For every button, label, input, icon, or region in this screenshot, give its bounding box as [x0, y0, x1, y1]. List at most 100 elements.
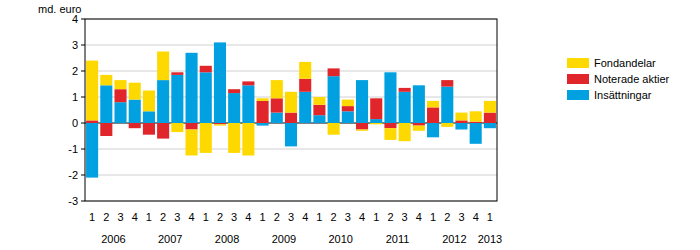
bar	[114, 102, 126, 123]
bar	[413, 126, 425, 131]
legend-swatch	[567, 74, 589, 84]
bar	[299, 92, 311, 123]
bar	[384, 123, 396, 128]
y-tick	[81, 71, 85, 72]
bar	[186, 53, 198, 123]
bar	[285, 113, 297, 123]
legend-label: Fondandelar	[594, 57, 656, 69]
bar	[384, 128, 396, 140]
bar	[484, 113, 496, 123]
bar	[143, 91, 155, 112]
y-tick-label: -1	[68, 143, 78, 155]
bar	[257, 101, 269, 123]
x-tick-label: 4	[359, 211, 365, 223]
x-group-label: 2011	[386, 233, 410, 245]
bar	[200, 66, 212, 73]
bar	[214, 123, 226, 124]
x-group-label: 2006	[101, 233, 125, 245]
bar	[328, 68, 340, 76]
bar	[242, 123, 254, 156]
x-tick-label: 2	[331, 211, 337, 223]
y-axis-label: md. euro	[38, 3, 81, 15]
bar	[171, 75, 183, 123]
x-tick-label: 4	[188, 211, 194, 223]
legend-label: Insättningar	[594, 89, 652, 101]
x-tick-label: 1	[487, 211, 493, 223]
x-tick-label: 4	[473, 211, 479, 223]
y-tick	[81, 45, 85, 46]
bar	[441, 80, 453, 87]
x-tick-label: 1	[203, 211, 209, 223]
x-tick-label: 3	[345, 211, 351, 223]
bar	[271, 98, 283, 112]
legend-swatch	[567, 90, 589, 100]
bar	[427, 107, 439, 123]
bar	[100, 75, 112, 85]
x-group-label: 2008	[215, 233, 239, 245]
x-tick-label: 4	[132, 211, 138, 223]
grid-line	[85, 149, 497, 150]
bar	[399, 92, 411, 123]
x-tick-label: 2	[217, 211, 223, 223]
bar	[214, 124, 226, 125]
y-tick-label: 3	[72, 39, 78, 51]
y-tick	[81, 97, 85, 98]
bar	[257, 98, 269, 101]
bar	[413, 123, 425, 126]
y-tick-label: 2	[72, 65, 78, 77]
bar	[342, 100, 354, 107]
y-tick	[81, 175, 85, 176]
grid-line	[85, 71, 497, 72]
bar	[228, 89, 240, 93]
bar	[129, 100, 141, 123]
y-tick-label: 0	[72, 117, 78, 129]
y-tick	[81, 19, 85, 20]
x-group-label: 2007	[158, 233, 182, 245]
y-tick	[81, 123, 85, 124]
bar	[313, 97, 325, 105]
y-tick	[81, 201, 85, 202]
x-tick-label: 1	[89, 211, 95, 223]
bar	[299, 79, 311, 92]
x-group-label: 2010	[328, 233, 352, 245]
grid-line	[85, 45, 497, 46]
bar	[370, 123, 382, 124]
chart: -3-2-10123412341234123412341234123412341…	[0, 0, 700, 250]
bar	[455, 113, 467, 121]
bar	[86, 120, 98, 123]
x-tick-label: 1	[373, 211, 379, 223]
bar	[114, 80, 126, 89]
bar	[455, 123, 467, 130]
bar	[242, 85, 254, 123]
bar	[328, 123, 340, 135]
bar	[171, 72, 183, 75]
bar	[313, 115, 325, 123]
bar	[427, 101, 439, 108]
bar	[342, 111, 354, 123]
bar	[129, 123, 141, 128]
bar	[328, 76, 340, 123]
x-tick-label: 3	[117, 211, 123, 223]
bar	[157, 123, 169, 139]
bar	[171, 123, 183, 132]
bar	[356, 130, 368, 131]
x-tick-label: 1	[146, 211, 152, 223]
bar	[370, 98, 382, 119]
bar	[342, 106, 354, 111]
bar	[157, 80, 169, 123]
bar	[413, 85, 425, 123]
x-tick-label: 4	[302, 211, 308, 223]
bar	[86, 61, 98, 121]
x-tick-label: 2	[387, 211, 393, 223]
bar	[399, 123, 411, 141]
bar	[200, 72, 212, 123]
x-group-label: 2009	[272, 233, 296, 245]
bar	[271, 80, 283, 98]
bar	[441, 123, 453, 127]
bar	[143, 123, 155, 135]
bars	[86, 42, 496, 177]
x-tick-label: 1	[316, 211, 322, 223]
bar	[186, 123, 198, 130]
x-tick-label: 3	[458, 211, 464, 223]
y-tick-label: -2	[68, 169, 78, 181]
